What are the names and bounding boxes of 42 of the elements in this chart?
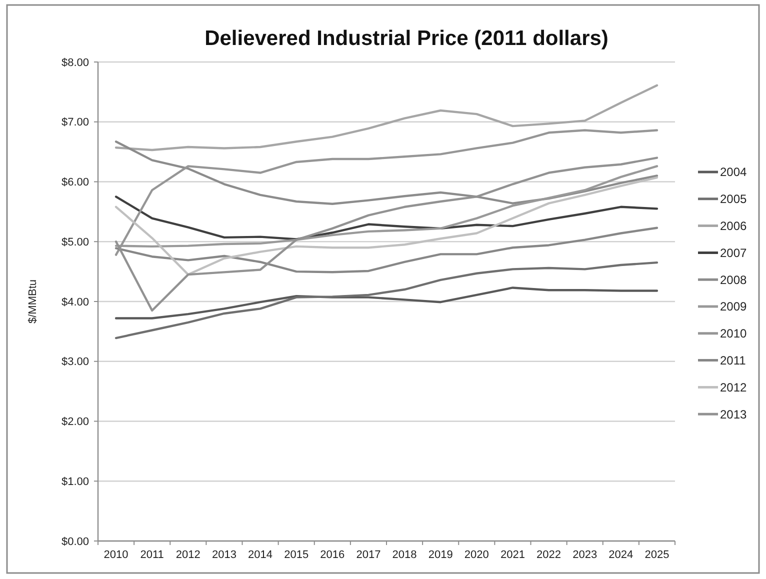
x-tick-label: 2023 [572,549,598,561]
y-tick-label: $1.00 [61,476,89,488]
x-tick-label: 2015 [284,549,309,561]
x-tick-label: 2014 [248,549,273,561]
x-tick-label: 2021 [500,549,525,561]
y-tick-label: $0.00 [61,536,89,548]
legend-label: 2013 [720,407,748,422]
x-tick-label: 2024 [608,549,634,561]
legend-label: 2006 [720,219,748,233]
y-tick-label: $7.00 [61,116,89,129]
y-tick-label: $2.00 [61,416,89,428]
x-tick-label: 2012 [176,549,200,561]
x-tick-label: 2022 [536,549,562,561]
line-series [114,261,658,340]
line-series [114,286,658,320]
x-tick-label: 2017 [356,549,381,561]
legend-label: 2005 [720,192,748,206]
legend-label: 2009 [720,300,748,314]
chart-title: Delievered Industrial Price (2011 dollars) [204,27,608,50]
legend-label: 2008 [720,272,748,287]
x-tick-label: 2019 [428,549,453,561]
y-tick-label: $5.00 [61,236,89,248]
legend-label: 2007 [720,246,748,260]
x-tick-label: 2018 [392,549,417,561]
y-tick-label: $6.00 [61,176,89,189]
y-tick-label: $8.00 [61,56,89,69]
x-tick-label: 2020 [464,549,489,561]
line-series [114,196,658,240]
y-tick-label: $3.00 [61,356,89,368]
x-tick-label: 2016 [320,549,345,561]
x-tick-label: 2010 [104,549,128,561]
line-series [114,84,658,152]
line-series [114,176,658,276]
legend-label: 2004 [720,165,748,180]
y-axis-title: $/MMBtu [27,279,39,324]
x-tick-label: 2013 [212,549,236,561]
y-tick-label: $4.00 [61,296,89,308]
legend-label: 2011 [720,354,746,368]
legend-label: 2010 [720,326,748,341]
x-tick-label: 2025 [644,549,670,561]
legend-label: 2012 [720,380,748,394]
x-tick-label: 2011 [140,549,164,561]
